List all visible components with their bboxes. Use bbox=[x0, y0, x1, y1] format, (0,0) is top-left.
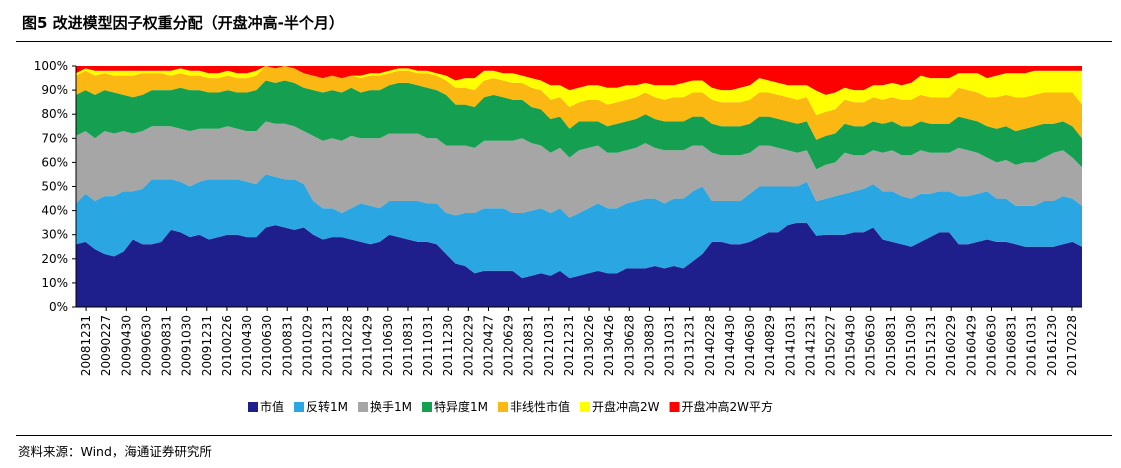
legend-label: 开盘冲高2W bbox=[592, 399, 660, 414]
legend-label: 开盘冲高2W平方 bbox=[682, 399, 774, 414]
x-tick-label: 20110630 bbox=[381, 315, 395, 376]
legend-swatch bbox=[580, 402, 591, 412]
legend-label: 反转1M bbox=[306, 399, 348, 414]
x-tick-label: 20111031 bbox=[421, 315, 435, 376]
x-tick-label: 20161230 bbox=[1045, 315, 1059, 376]
y-tick-label: 10% bbox=[41, 276, 68, 290]
x-tick-label: 20121031 bbox=[542, 315, 556, 376]
x-tick-label: 20160630 bbox=[984, 315, 998, 376]
x-tick-label: 20150430 bbox=[844, 315, 858, 376]
x-tick-label: 20100226 bbox=[220, 315, 234, 376]
area-series-2 bbox=[76, 174, 1082, 279]
y-tick-label: 100% bbox=[34, 59, 68, 73]
x-tick-label: 20091030 bbox=[180, 315, 194, 376]
y-tick-label: 40% bbox=[41, 204, 68, 218]
x-tick-label: 20160229 bbox=[944, 315, 958, 376]
legend-swatch bbox=[498, 402, 509, 412]
legend-swatch bbox=[248, 402, 258, 412]
x-tick-label: 20090430 bbox=[119, 315, 133, 376]
x-tick-label: 20151231 bbox=[924, 315, 938, 376]
x-tick-label: 20170228 bbox=[1065, 315, 1079, 376]
x-tick-label: 20130628 bbox=[622, 315, 636, 376]
x-tick-label: 20101231 bbox=[321, 315, 335, 376]
legend-label: 换手1M bbox=[370, 400, 412, 414]
legend-label: 特异度1M bbox=[434, 399, 488, 414]
x-tick-label: 20141231 bbox=[803, 315, 817, 376]
x-tick-label: 20090227 bbox=[99, 315, 113, 376]
y-tick-label: 60% bbox=[41, 155, 68, 169]
area-series-1 bbox=[76, 222, 1082, 307]
legend-item-5: 非线性市值 bbox=[498, 399, 570, 414]
x-tick-label: 20100831 bbox=[280, 315, 294, 376]
area-series-4 bbox=[76, 80, 1082, 170]
legend-item-1: 市值 bbox=[248, 399, 284, 414]
x-tick-label: 20100430 bbox=[240, 315, 254, 376]
x-tick-label: 20120831 bbox=[522, 315, 536, 376]
area-series-3 bbox=[76, 121, 1082, 218]
x-tick-label: 20150630 bbox=[864, 315, 878, 376]
x-tick-label: 20081231 bbox=[79, 315, 93, 376]
x-tick-label: 20091231 bbox=[200, 315, 214, 376]
area-series-7 bbox=[76, 66, 1082, 95]
x-tick-label: 20131031 bbox=[663, 315, 677, 376]
stacked-area-chart: 0% 10% 20% 30% 40% 50% 60% 70% 80% 90% 100% 2008123… bbox=[34, 59, 1082, 414]
x-tick-label: 20140228 bbox=[703, 315, 717, 376]
x-tick-label: 20090831 bbox=[160, 315, 174, 376]
legend-swatch bbox=[669, 402, 680, 412]
legend-item-3: 换手1M bbox=[358, 400, 412, 414]
legend-label: 市值 bbox=[260, 399, 284, 414]
x-tick-label: 20100630 bbox=[260, 315, 274, 376]
chart-legend: 市值 反转1M 换手1M 特异度1M 非线性市值 开盘冲高2W 开盘冲高2W平方 bbox=[248, 399, 773, 414]
x-tick-label: 20120629 bbox=[502, 315, 516, 376]
x-tick-label: 20120427 bbox=[481, 315, 495, 376]
source-note: 资料来源：Wind，海通证券研究所 bbox=[18, 444, 212, 459]
area-series-6 bbox=[76, 66, 1082, 116]
title-divider bbox=[16, 41, 1112, 42]
y-tick-label: 30% bbox=[41, 228, 68, 242]
x-tick-label: 20090630 bbox=[139, 315, 153, 376]
x-tick-label: 20121231 bbox=[562, 315, 576, 376]
x-tick-label: 20161031 bbox=[1025, 315, 1039, 376]
x-tick-label: 20110831 bbox=[401, 315, 415, 376]
y-tick-label: 90% bbox=[41, 83, 68, 97]
area-series-group bbox=[76, 66, 1082, 307]
legend-swatch bbox=[358, 402, 369, 412]
x-tick-label: 20150831 bbox=[884, 315, 898, 376]
x-tick-label: 20140430 bbox=[723, 315, 737, 376]
x-tick-label: 20120229 bbox=[461, 315, 475, 376]
y-tick-label: 0% bbox=[49, 300, 68, 314]
legend-item-4: 特异度1M bbox=[422, 399, 488, 414]
footer-divider bbox=[16, 435, 1112, 436]
x-tick-label: 20131231 bbox=[683, 315, 697, 376]
x-tick-label: 20111230 bbox=[441, 315, 455, 376]
legend-item-2: 反转1M bbox=[294, 399, 348, 414]
x-tick-label: 20130830 bbox=[642, 315, 656, 376]
legend-swatch bbox=[294, 402, 305, 412]
x-tick-label: 20130426 bbox=[602, 315, 616, 376]
x-tick-label: 20140829 bbox=[763, 315, 777, 376]
y-tick-label: 70% bbox=[41, 131, 68, 145]
y-tick-label: 50% bbox=[41, 180, 68, 194]
x-tick-label: 20110228 bbox=[341, 315, 355, 376]
area-series-5 bbox=[76, 66, 1082, 140]
x-tick-label: 20150227 bbox=[824, 315, 838, 376]
y-tick-label: 20% bbox=[41, 252, 68, 266]
x-tick-label: 20110429 bbox=[361, 315, 375, 376]
x-tick-label: 20130226 bbox=[582, 315, 596, 376]
x-tick-label: 20151030 bbox=[904, 315, 918, 376]
legend-swatch bbox=[422, 402, 433, 412]
legend-item-6: 开盘冲高2W bbox=[580, 399, 660, 414]
x-tick-label: 20160831 bbox=[1005, 315, 1019, 376]
x-tick-label: 20140630 bbox=[743, 315, 757, 376]
x-tick-label: 20101029 bbox=[300, 315, 314, 376]
legend-item-7: 开盘冲高2W平方 bbox=[669, 399, 774, 414]
chart-axes: 0% 10% 20% 30% 40% 50% 60% 70% 80% 90% 100% 2008123… bbox=[34, 59, 1082, 376]
chart-title: 图5 改进模型因子权重分配（开盘冲高-半个月） bbox=[22, 14, 344, 32]
legend-label: 非线性市值 bbox=[510, 399, 570, 414]
x-tick-label: 20141031 bbox=[783, 315, 797, 376]
y-tick-label: 80% bbox=[41, 107, 68, 121]
x-tick-label: 20160429 bbox=[964, 315, 978, 376]
